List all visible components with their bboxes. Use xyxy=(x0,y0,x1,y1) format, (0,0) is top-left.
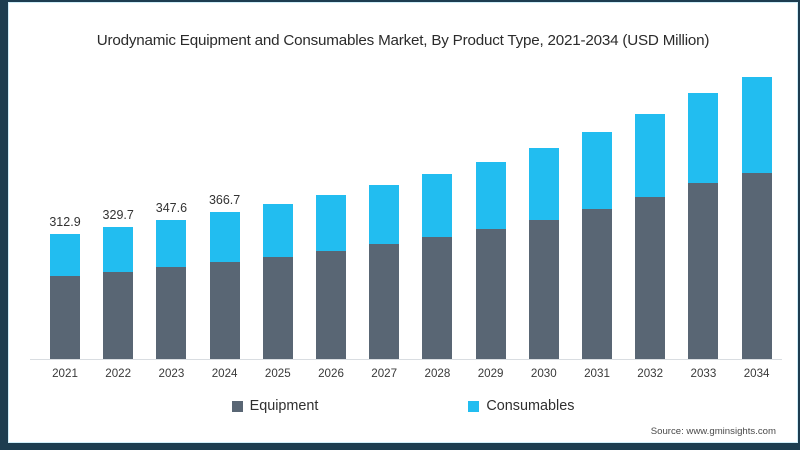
legend-swatch-icon xyxy=(468,400,480,412)
bar-segment-equipment[interactable] xyxy=(209,262,240,359)
bar-segment-consumables[interactable] xyxy=(422,173,453,237)
bar-group[interactable]: 2030 xyxy=(528,147,559,380)
bar-group[interactable]: 2027 xyxy=(369,184,400,380)
x-axis-tick-label: 2031 xyxy=(584,367,610,380)
bar-segment-consumables[interactable] xyxy=(369,184,400,245)
bar-value-label: 366.7 xyxy=(208,193,241,208)
x-axis-tick-label: 2024 xyxy=(211,367,238,380)
x-axis-tick-label: 2030 xyxy=(530,367,557,380)
x-axis-tick-label: 2021 xyxy=(52,367,78,380)
bar-segment-equipment[interactable] xyxy=(103,271,134,359)
x-axis-line xyxy=(30,359,782,360)
bar-group[interactable]: 2025 xyxy=(262,203,293,380)
bar-group[interactable]: 347.6 2023 xyxy=(156,201,187,380)
plot-area: 312.9 2021 329.7 2022 347.6 2023 366.7 2024 2025… xyxy=(30,72,782,380)
chart-legend: Equipment Consumables xyxy=(30,396,776,416)
bar-segment-equipment[interactable] xyxy=(422,236,453,359)
x-axis-tick-label: 2022 xyxy=(105,367,132,380)
bar-segment-consumables[interactable] xyxy=(50,233,80,277)
bar-group[interactable]: 312.9 2021 xyxy=(49,215,80,380)
bar-segment-consumables[interactable] xyxy=(475,161,506,229)
x-axis-tick-label: 2029 xyxy=(477,367,504,380)
legend-label: Consumables xyxy=(486,398,575,414)
x-axis-tick-label: 2034 xyxy=(743,367,770,380)
bar-segment-equipment[interactable] xyxy=(582,209,612,359)
bar-segment-consumables[interactable] xyxy=(103,227,134,272)
bar-segment-equipment[interactable] xyxy=(688,183,719,359)
bar-segment-equipment[interactable] xyxy=(262,256,293,359)
x-axis-tick-label: 2033 xyxy=(690,367,717,380)
bar-segment-consumables[interactable] xyxy=(688,92,719,184)
bar-group[interactable]: 2029 xyxy=(475,161,506,380)
x-axis-tick-label: 2023 xyxy=(158,367,185,380)
bar-segment-equipment[interactable] xyxy=(50,276,80,359)
bar-segment-consumables[interactable] xyxy=(741,76,772,173)
bar-segment-equipment[interactable] xyxy=(369,244,400,359)
bar-group[interactable]: 2031 xyxy=(582,131,612,380)
bar-value-label: 347.6 xyxy=(155,200,188,215)
x-axis-tick-label: 2028 xyxy=(424,367,451,380)
legend-item[interactable]: Equipment xyxy=(231,398,319,414)
x-axis-tick-label: 2032 xyxy=(637,367,664,380)
bar-value-label: 329.7 xyxy=(102,208,134,223)
bar-segment-consumables[interactable] xyxy=(528,147,559,220)
bar-group[interactable]: 366.7 2024 xyxy=(209,193,240,380)
chart-canvas: Urodynamic Equipment and Consumables Mar… xyxy=(8,2,798,443)
bar-segment-consumables[interactable] xyxy=(635,113,666,198)
bar-segment-consumables[interactable] xyxy=(262,203,293,257)
legend-item[interactable]: Consumables xyxy=(468,398,574,414)
source-attribution: Source: www.gminsights.com xyxy=(650,426,776,437)
x-axis-tick-label: 2027 xyxy=(371,367,398,380)
bar-segment-equipment[interactable] xyxy=(635,197,666,359)
legend-swatch-icon xyxy=(231,400,243,412)
bar-group[interactable]: 2028 xyxy=(422,173,453,380)
bar-group[interactable]: 2034 xyxy=(741,76,772,380)
bar-group[interactable]: 329.7 2022 xyxy=(103,208,134,380)
x-axis-tick-label: 2025 xyxy=(264,367,291,380)
chart-title: Urodynamic Equipment and Consumables Mar… xyxy=(96,32,710,49)
bar-segment-consumables[interactable] xyxy=(582,131,612,210)
legend-label: Equipment xyxy=(249,398,319,414)
bar-segment-equipment[interactable] xyxy=(156,267,187,359)
bar-segment-equipment[interactable] xyxy=(741,172,772,359)
bar-segment-equipment[interactable] xyxy=(528,219,559,359)
bar-group[interactable]: 2026 xyxy=(316,194,346,380)
x-axis-tick-label: 2026 xyxy=(318,367,344,380)
bar-group[interactable]: 2032 xyxy=(635,113,666,380)
bar-segment-equipment[interactable] xyxy=(316,250,346,359)
bar-segment-consumables[interactable] xyxy=(156,219,187,268)
bar-segment-consumables[interactable] xyxy=(316,194,346,251)
bar-value-label: 312.9 xyxy=(49,214,81,229)
bar-group[interactable]: 2033 xyxy=(688,92,719,380)
bar-segment-equipment[interactable] xyxy=(475,228,506,359)
bar-segment-consumables[interactable] xyxy=(209,212,240,263)
